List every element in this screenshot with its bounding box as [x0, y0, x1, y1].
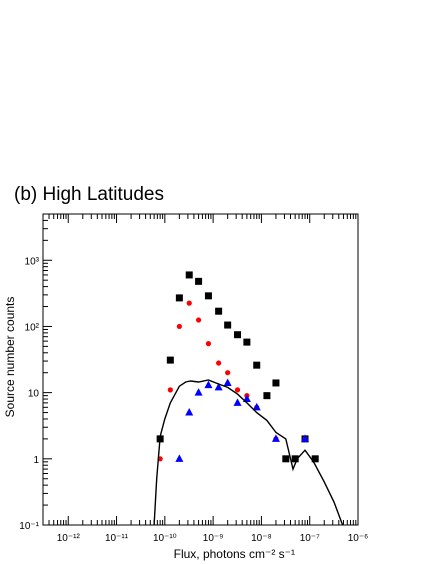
plot-frame: [42, 213, 359, 526]
x-tick-label: 10⁻⁹: [203, 533, 224, 544]
data-point-circle: [205, 341, 212, 347]
data-point-triangle: [252, 402, 261, 411]
data-point-triangle: [175, 454, 184, 462]
axis-ticks: 10⁻¹² 10⁻¹¹ 10⁻¹⁰ 10⁻⁹ 10⁻⁸ 10⁻⁷ 10⁻⁶ 10⁻¹ 1 10 10…: [19, 213, 369, 544]
x-tick-label: 10⁻¹⁰: [153, 533, 177, 544]
data-point-square: [166, 356, 174, 364]
data-point-square: [215, 307, 223, 315]
data-point-triangle: [233, 398, 242, 406]
data-point-square: [175, 294, 183, 302]
data-point-triangle: [194, 388, 203, 396]
y-axis-label: Source number counts: [3, 297, 17, 418]
data-point-square: [224, 321, 232, 329]
data-point-circle: [234, 387, 241, 393]
model-curve: [153, 379, 344, 526]
data-point-triangle: [204, 380, 213, 389]
data-point-triangle: [214, 382, 223, 391]
data-point-square: [282, 455, 290, 463]
data-point-square: [291, 455, 299, 463]
x-tick-label: 10⁻⁸: [251, 533, 272, 544]
data-point-circle: [225, 370, 231, 376]
x-tick-label: 10⁻⁶: [348, 533, 369, 544]
data-point-square: [263, 392, 271, 400]
x-tick-label: 10⁻¹²: [57, 533, 81, 544]
data-point-triangle: [223, 378, 232, 386]
data-point-circle: [176, 323, 182, 330]
data-point-square: [234, 331, 242, 339]
y-tick-label: 10³: [25, 256, 40, 267]
x-axis-label: Flux, photons cm⁻² s⁻¹: [174, 547, 295, 561]
data-point-square: [253, 361, 261, 369]
data-point-square: [204, 292, 212, 300]
data-point-triangle: [301, 434, 310, 442]
data-point-circle: [195, 317, 202, 323]
data-point-circle: [186, 300, 192, 306]
data-point-triangle: [185, 408, 194, 416]
x-tick-label: 10⁻⁷: [300, 533, 320, 544]
data-marks: [153, 271, 344, 526]
chart-title: (b) High Latitudes: [14, 184, 164, 205]
data-point-triangle: [271, 434, 280, 442]
data-point-square: [311, 455, 319, 463]
data-point-square: [195, 277, 203, 285]
data-point-circle: [216, 360, 222, 366]
data-point-square: [185, 271, 193, 279]
y-tick-label: 1: [33, 455, 39, 466]
y-tick-label: 10²: [25, 322, 40, 333]
x-tick-label: 10⁻¹¹: [105, 533, 129, 544]
y-tick-label: 10: [28, 389, 40, 400]
data-point-square: [272, 379, 280, 387]
data-point-circle: [167, 387, 173, 393]
data-point-square: [243, 338, 251, 346]
y-tick-label: 10⁻¹: [19, 521, 39, 532]
